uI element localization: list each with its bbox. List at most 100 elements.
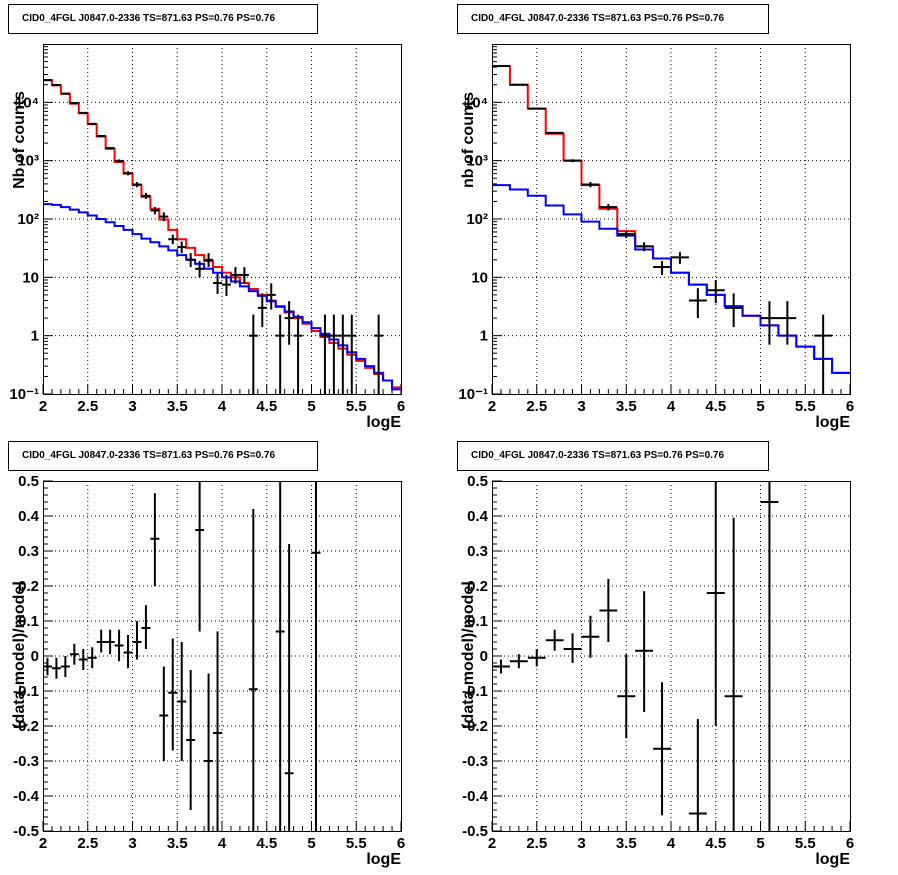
x-tick-label: 3 xyxy=(128,398,136,415)
x-tick-label: 3 xyxy=(577,835,585,852)
plot-frame xyxy=(43,481,402,832)
data-point xyxy=(230,267,240,284)
y-tick-label: -0.5 xyxy=(462,823,488,840)
x-tick-label: 3 xyxy=(128,835,136,852)
data-point xyxy=(195,481,205,632)
chart-title-box xyxy=(8,4,318,34)
x-tick-label: 5 xyxy=(307,835,315,852)
data-point xyxy=(60,92,70,95)
y-tick-label: 10² xyxy=(466,211,488,228)
x-tick-label: 3.5 xyxy=(616,398,637,415)
data-point xyxy=(329,314,339,394)
x-tick-label: 5.5 xyxy=(795,835,816,852)
data-point xyxy=(563,159,582,163)
data-point xyxy=(123,635,133,669)
chart-title-box xyxy=(457,441,769,471)
x-tick-label: 3 xyxy=(577,398,585,415)
x-axis-title: logE xyxy=(366,414,401,431)
data-point xyxy=(509,654,528,669)
data-point xyxy=(617,654,636,739)
y-tick-label: 10 xyxy=(22,269,39,286)
data-point xyxy=(168,638,178,751)
data-point xyxy=(284,301,294,345)
y-tick-label: -0.3 xyxy=(13,753,39,770)
data-point xyxy=(132,182,142,188)
data-point xyxy=(671,252,689,264)
y-tick-label: 10² xyxy=(17,211,39,228)
data-point xyxy=(168,234,178,245)
y-axis-title: Nb of counts xyxy=(11,91,28,189)
data-point xyxy=(581,182,600,188)
data-point xyxy=(96,629,106,653)
data-point xyxy=(706,481,725,726)
y-tick-label: 10 xyxy=(471,269,488,286)
data-point xyxy=(141,605,151,649)
chart-title-box xyxy=(457,4,769,34)
x-tick-label: 2.5 xyxy=(526,398,547,415)
data-point xyxy=(724,293,743,328)
data-point xyxy=(581,615,600,658)
y-tick-label: 0.2 xyxy=(467,578,488,595)
data-point xyxy=(186,670,196,810)
data-point xyxy=(239,267,249,284)
data-point xyxy=(266,283,276,310)
data-point xyxy=(51,84,61,87)
x-tick-label: 5 xyxy=(307,398,315,415)
x-axis-title: logE xyxy=(815,851,850,868)
y-tick-label: 0.3 xyxy=(467,543,488,560)
data-point xyxy=(374,314,384,394)
y-tick-label: -0.5 xyxy=(13,823,39,840)
data-point xyxy=(248,314,258,394)
data-point xyxy=(284,544,294,831)
data-point xyxy=(222,274,231,296)
data-point xyxy=(78,111,88,114)
x-axis-title: logE xyxy=(815,414,850,431)
data-point xyxy=(617,230,636,239)
x-tick-label: 2 xyxy=(488,835,496,852)
data-point xyxy=(688,288,707,319)
data-point xyxy=(778,301,797,345)
y-tick-label: 1 xyxy=(480,328,488,345)
data-point xyxy=(213,631,222,831)
data-point xyxy=(599,579,618,642)
chart-title: CID0_4FGL J0847.0-2336 TS=871.63 PS=0.76… xyxy=(471,13,724,24)
data-point xyxy=(724,517,743,831)
total-model-histogram xyxy=(43,79,401,389)
x-axis-title: logE xyxy=(366,851,401,868)
x-tick-label: 6 xyxy=(846,398,854,415)
x-tick-label: 5.5 xyxy=(795,398,816,415)
chart-2: CID0_4FGL J0847.0-2336 TS=871.63 PS=0.76… xyxy=(457,4,854,431)
data-point xyxy=(51,657,61,679)
y-axis-title: (data-model)/model xyxy=(11,581,28,729)
x-tick-label: 4 xyxy=(667,398,676,415)
plot-frame xyxy=(492,44,851,395)
y-tick-label: 10⁻¹ xyxy=(9,386,39,403)
y-tick-label: 1 xyxy=(31,328,39,345)
data-point xyxy=(311,481,321,831)
y-tick-label: 10³ xyxy=(17,153,39,170)
data-point xyxy=(492,659,510,674)
y-axis-title: (data-model)/model xyxy=(460,581,477,729)
data-point xyxy=(78,649,88,670)
y-tick-label: 10⁴ xyxy=(15,94,39,111)
x-tick-label: 4.5 xyxy=(705,835,726,852)
data-point xyxy=(114,629,124,662)
x-tick-label: 4 xyxy=(667,835,676,852)
x-tick-label: 4 xyxy=(218,398,227,415)
data-point xyxy=(195,261,205,278)
x-tick-label: 2 xyxy=(39,835,47,852)
chart-title: CID0_4FGL J0847.0-2336 TS=871.63 PS=0.76… xyxy=(22,450,275,461)
y-tick-label: 0 xyxy=(31,648,39,665)
y-tick-label: 0.1 xyxy=(467,613,488,630)
x-tick-label: 4 xyxy=(218,835,227,852)
chart-title-box xyxy=(8,441,318,471)
x-tick-label: 5.5 xyxy=(346,398,367,415)
data-point xyxy=(653,682,671,816)
x-tick-label: 5 xyxy=(756,398,764,415)
data-point xyxy=(509,83,528,86)
x-tick-label: 5 xyxy=(756,835,764,852)
y-tick-label: -0.1 xyxy=(462,683,488,700)
data-point xyxy=(60,656,70,677)
plot-frame xyxy=(43,44,402,395)
y-tick-label: 0.3 xyxy=(18,543,39,560)
